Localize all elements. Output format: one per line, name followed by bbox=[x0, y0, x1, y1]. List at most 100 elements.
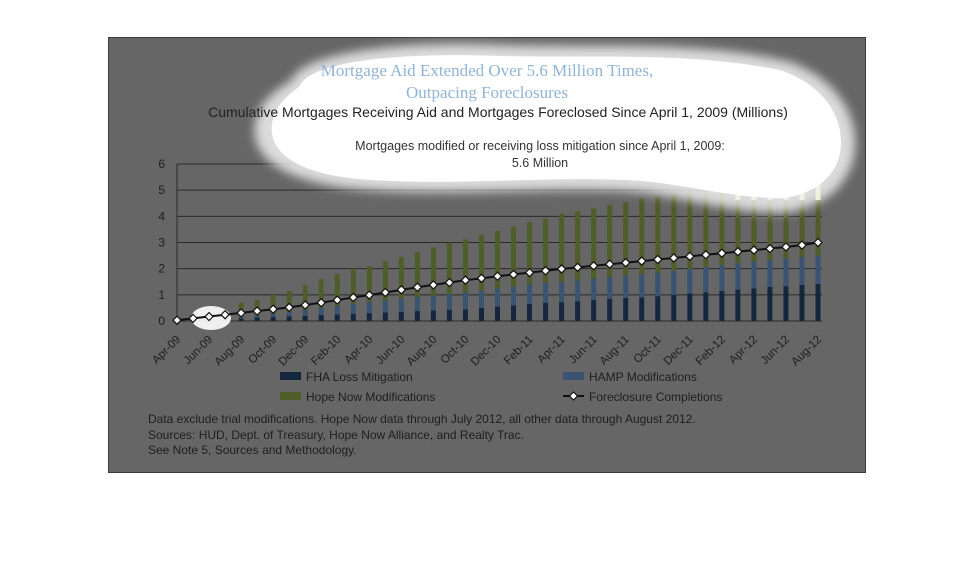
y-tick-label: 6 bbox=[158, 157, 165, 171]
bar-segment bbox=[719, 290, 725, 321]
bar-segment bbox=[302, 315, 308, 321]
bar-segment bbox=[751, 288, 757, 321]
bar-segment bbox=[751, 200, 757, 262]
x-tick-label: Dec-10 bbox=[469, 334, 504, 369]
bar-segment bbox=[751, 261, 757, 289]
foreclosure-point bbox=[717, 248, 727, 259]
foreclosure-point bbox=[668, 253, 679, 263]
footnote-sources: Sources: HUD, Dept. of Treasury, Hope No… bbox=[148, 428, 524, 442]
bar-segment bbox=[366, 266, 372, 303]
bar-segment bbox=[286, 316, 292, 321]
legend-label: Hope Now Modifications bbox=[306, 390, 435, 404]
bar-segment bbox=[366, 302, 372, 314]
foreclosure-point bbox=[508, 269, 519, 280]
x-tick-label: Jun-09 bbox=[182, 334, 215, 367]
x-tick-label: Jun-11 bbox=[567, 334, 600, 367]
bar-segment bbox=[559, 281, 565, 303]
y-tick-label: 4 bbox=[158, 209, 165, 223]
bar-segment bbox=[527, 284, 533, 304]
chart-subtitle: Cumulative Mortgages Receiving Aid and M… bbox=[208, 104, 788, 120]
foreclosure-point bbox=[572, 262, 583, 273]
bar-segment bbox=[639, 198, 645, 275]
bar-segment bbox=[495, 230, 500, 289]
x-tick-label: Aug-10 bbox=[405, 334, 440, 369]
x-tick-label: Apr-09 bbox=[150, 334, 183, 367]
foreclosure-point bbox=[540, 265, 551, 276]
bar-segment bbox=[382, 312, 388, 321]
bar-segment bbox=[703, 292, 709, 321]
bar-segment bbox=[671, 294, 677, 321]
x-tick-label: Oct-09 bbox=[246, 334, 279, 367]
bar-segment bbox=[430, 247, 436, 296]
bar-segment bbox=[687, 293, 693, 321]
y-tick-label: 0 bbox=[158, 314, 165, 328]
bar-segment bbox=[655, 272, 661, 297]
x-tick-label: Dec-09 bbox=[277, 334, 312, 369]
bar-segment bbox=[767, 260, 773, 287]
chart-title-line-2: Outpacing Foreclosures bbox=[406, 83, 568, 102]
foreclosure-point bbox=[636, 256, 647, 266]
foreclosure-point bbox=[524, 267, 535, 278]
foreclosure-point bbox=[220, 309, 230, 320]
bar-segment bbox=[815, 200, 821, 256]
x-tick-label: Feb-10 bbox=[309, 334, 343, 368]
bar-segment bbox=[607, 204, 613, 277]
foreclosure-point bbox=[412, 282, 423, 293]
bar-segment bbox=[414, 311, 420, 321]
foreclosure-point bbox=[268, 304, 278, 315]
bar-segment bbox=[559, 302, 565, 321]
foreclosure-point bbox=[252, 306, 262, 316]
highlight-blob bbox=[271, 55, 842, 199]
annotation-line-1: Mortgages modified or receiving loss mit… bbox=[355, 139, 725, 153]
x-tick-label: Apr-12 bbox=[727, 334, 760, 367]
bar-segment bbox=[639, 297, 645, 321]
bar-segment bbox=[286, 290, 292, 312]
foreclosure-point bbox=[348, 292, 359, 303]
x-tick-label: Aug-09 bbox=[213, 334, 248, 369]
foreclosure-point bbox=[604, 259, 615, 270]
foreclosure-point bbox=[460, 275, 471, 286]
legend-swatch bbox=[563, 372, 584, 380]
bar-segment bbox=[623, 297, 629, 321]
bar-segment bbox=[350, 268, 356, 304]
x-tick-label: Oct-11 bbox=[632, 334, 664, 366]
bar-segment bbox=[270, 313, 276, 318]
bar-segment bbox=[591, 278, 597, 301]
foreclosure-point bbox=[444, 277, 455, 288]
foreclosure-line-front bbox=[172, 237, 823, 326]
bar-segment bbox=[350, 303, 356, 314]
y-tick-label: 5 bbox=[158, 183, 165, 197]
bar-segment bbox=[799, 284, 805, 321]
bar-segment bbox=[302, 285, 308, 311]
bar-segment bbox=[719, 186, 725, 266]
legend: FHA Loss Mitigation HAMP Modifications Hop… bbox=[280, 370, 722, 404]
foreclosure-point bbox=[620, 257, 631, 268]
foreclosure-point bbox=[765, 243, 775, 254]
bar-segment bbox=[254, 315, 260, 318]
bar-segment bbox=[462, 309, 468, 321]
bar-segment bbox=[382, 260, 388, 301]
foreclosure-point bbox=[364, 290, 375, 300]
bar-segment bbox=[703, 188, 709, 268]
bar-segment bbox=[511, 305, 517, 321]
x-tick-label: Aug-11 bbox=[598, 334, 632, 368]
bar-segment bbox=[366, 313, 372, 321]
bar-segment bbox=[591, 208, 597, 279]
foreclosure-point bbox=[188, 313, 198, 324]
bar-segment bbox=[334, 305, 340, 315]
footnote-methodology: See Note 5, Sources and Methodology. bbox=[148, 443, 357, 457]
foreclosure-point bbox=[236, 308, 246, 318]
bar-segment bbox=[639, 274, 645, 298]
bar-segment bbox=[446, 294, 452, 310]
foreclosure-point bbox=[300, 300, 311, 310]
bar-segment bbox=[623, 202, 629, 276]
x-tick-label: Aug-12 bbox=[789, 334, 824, 369]
bar-segment bbox=[238, 318, 244, 321]
bar-segment bbox=[430, 295, 436, 311]
bar-segment bbox=[719, 265, 725, 291]
bar-segment bbox=[478, 290, 484, 308]
bar-segment bbox=[607, 276, 613, 299]
chart-title-line-1: Mortgage Aid Extended Over 5.6 Million T… bbox=[320, 61, 654, 80]
